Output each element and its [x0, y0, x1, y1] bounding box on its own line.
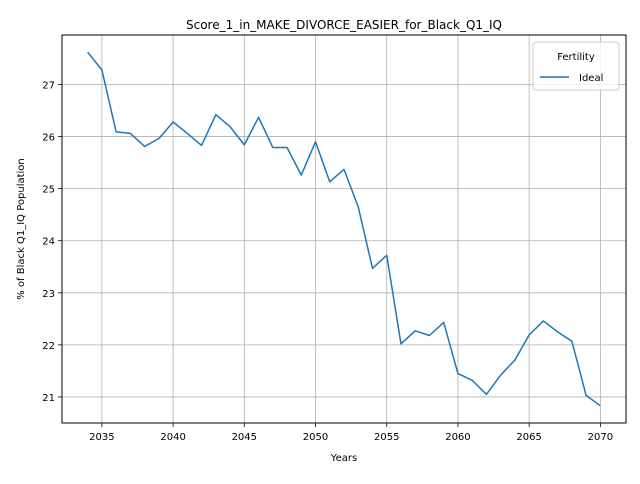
series-layer: [87, 51, 601, 407]
y-tick-label: 26: [42, 133, 55, 144]
y-tick-label: 25: [42, 185, 55, 196]
x-tick-label: 2070: [588, 432, 613, 443]
x-axis: 2035 2040 2045 2050 2055 2060 2065 2070: [89, 423, 613, 443]
legend-label-ideal: Ideal: [579, 73, 603, 84]
legend-title: Fertility: [557, 52, 595, 63]
grid: [62, 35, 626, 423]
y-axis: 21 22 23 24 25 26 27: [42, 80, 62, 404]
y-tick-label: 22: [42, 341, 55, 352]
x-tick-label: 2045: [232, 432, 257, 443]
legend-box: [532, 41, 620, 91]
y-axis-label: % of Black Q1_IQ Population: [16, 158, 27, 300]
chart-title: Score_1_in_MAKE_DIVORCE_EASIER_for_Black…: [186, 18, 502, 32]
y-tick-label: 21: [42, 393, 55, 404]
x-tick-label: 2035: [89, 432, 114, 443]
x-axis-label: Years: [330, 453, 357, 464]
x-tick-label: 2055: [374, 432, 399, 443]
x-tick-label: 2065: [516, 432, 541, 443]
legend: Fertility Ideal: [532, 41, 620, 91]
x-tick-label: 2040: [160, 432, 185, 443]
series-line-ideal: [87, 51, 601, 407]
plot-frame: [61, 34, 627, 424]
y-tick-label: 24: [42, 237, 55, 248]
x-tick-label: 2050: [303, 432, 328, 443]
x-tick-label: 2060: [445, 432, 470, 443]
y-tick-label: 27: [42, 80, 55, 91]
y-tick-label: 23: [42, 289, 55, 300]
